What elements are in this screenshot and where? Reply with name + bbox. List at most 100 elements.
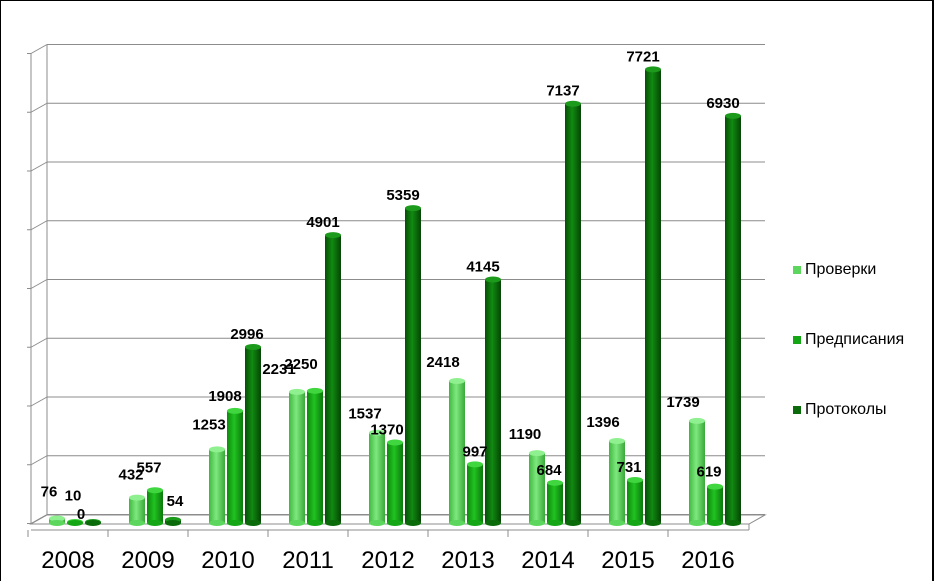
- bar-base: [165, 520, 181, 526]
- legend-label: Предписания: [805, 331, 905, 348]
- gridline-side: [30, 44, 48, 54]
- bar-base: [147, 520, 163, 526]
- bar: [609, 440, 625, 523]
- legend-swatch: [793, 336, 801, 344]
- bar-top: [227, 407, 243, 414]
- bar-base: [387, 520, 403, 526]
- bar-base: [405, 520, 421, 526]
- bar: [129, 497, 145, 523]
- bar-top: [147, 487, 163, 494]
- bar-top: [529, 450, 545, 457]
- data-label: 6930: [706, 95, 739, 112]
- data-label: 731: [616, 459, 641, 476]
- data-label: 5359: [386, 187, 419, 204]
- category-label: 2012: [361, 547, 414, 574]
- data-label: 1739: [666, 394, 699, 411]
- legend-swatch: [793, 406, 801, 414]
- bar: [725, 115, 741, 524]
- data-label: 2250: [284, 356, 317, 373]
- bar-top: [325, 232, 341, 239]
- bar: [627, 480, 643, 523]
- bar-top: [485, 276, 501, 283]
- gridline-side: [30, 102, 48, 113]
- bar-top: [725, 112, 741, 119]
- bar-top: [49, 515, 65, 522]
- bar-base: [85, 520, 101, 526]
- bar-base: [449, 520, 465, 526]
- bar-top: [547, 479, 563, 486]
- bar-top: [209, 446, 225, 453]
- bar-base: [547, 520, 563, 526]
- data-label: 4145: [466, 258, 499, 275]
- gridline-side: [30, 455, 48, 466]
- bar: [529, 453, 545, 523]
- bar-top: [307, 387, 323, 394]
- data-label: 2996: [230, 326, 263, 343]
- bar: [245, 346, 261, 523]
- bars: [49, 66, 741, 526]
- bar-top: [609, 437, 625, 444]
- legend-swatch: [793, 266, 801, 274]
- bar-base: [627, 520, 643, 526]
- bar-top: [129, 494, 145, 501]
- bar-top: [689, 417, 705, 424]
- bar-base: [565, 520, 581, 526]
- bar: [485, 279, 501, 523]
- gridline-side: [30, 396, 48, 407]
- bar: [645, 69, 661, 524]
- bar: [449, 380, 465, 523]
- legend-item-checks: Проверки: [793, 260, 904, 280]
- bar: [405, 208, 421, 523]
- data-label: 1253: [192, 416, 225, 433]
- data-label: 1190: [509, 426, 542, 443]
- bar-base: [307, 520, 323, 526]
- bar-base: [129, 520, 145, 526]
- bar: [547, 482, 563, 523]
- legend-label: Проверки: [805, 261, 877, 278]
- data-label: 1370: [370, 422, 403, 439]
- bar-top: [387, 439, 403, 446]
- bar-base: [369, 520, 385, 526]
- bar-base: [289, 520, 305, 526]
- bar-base: [725, 520, 741, 526]
- bar-top: [449, 377, 465, 384]
- category-label: 2010: [201, 547, 254, 574]
- data-label: 7721: [626, 48, 659, 65]
- bar-base: [485, 520, 501, 526]
- bar-base: [645, 520, 661, 526]
- category-label: 2011: [282, 547, 334, 574]
- bar-top: [245, 343, 261, 350]
- gridline-side: [30, 220, 48, 231]
- bar-base: [67, 520, 83, 526]
- bar-top: [405, 205, 421, 212]
- bar-base: [529, 520, 545, 526]
- bar: [387, 442, 403, 523]
- data-label: 2418: [426, 354, 459, 371]
- category-labels: 2008 2009 2010 2011 2012 2013 2014 2015 2016: [41, 547, 734, 574]
- bar: [565, 103, 581, 524]
- data-label: 0: [77, 506, 85, 523]
- data-label: 557: [136, 459, 161, 476]
- bar: [307, 390, 323, 523]
- data-label: 2231: [262, 361, 295, 378]
- data-label: 7137: [546, 83, 579, 100]
- bar: [689, 420, 705, 523]
- bar-base: [209, 520, 225, 526]
- category-label: 2009: [121, 547, 174, 574]
- bar-top: [627, 477, 643, 484]
- data-label: 432: [118, 467, 143, 484]
- category-label: 2008: [41, 547, 94, 574]
- data-label: 54: [167, 493, 184, 510]
- bar: [289, 391, 305, 523]
- legend: Проверки Предписания Протоколы: [793, 260, 904, 470]
- bar: [467, 464, 483, 523]
- bar-top: [289, 388, 305, 395]
- bar-base: [467, 520, 483, 526]
- data-label: 1537: [348, 406, 381, 423]
- category-label: 2014: [521, 547, 574, 574]
- data-label: 619: [696, 464, 721, 481]
- bar: [369, 432, 385, 523]
- category-label: 2015: [601, 547, 654, 574]
